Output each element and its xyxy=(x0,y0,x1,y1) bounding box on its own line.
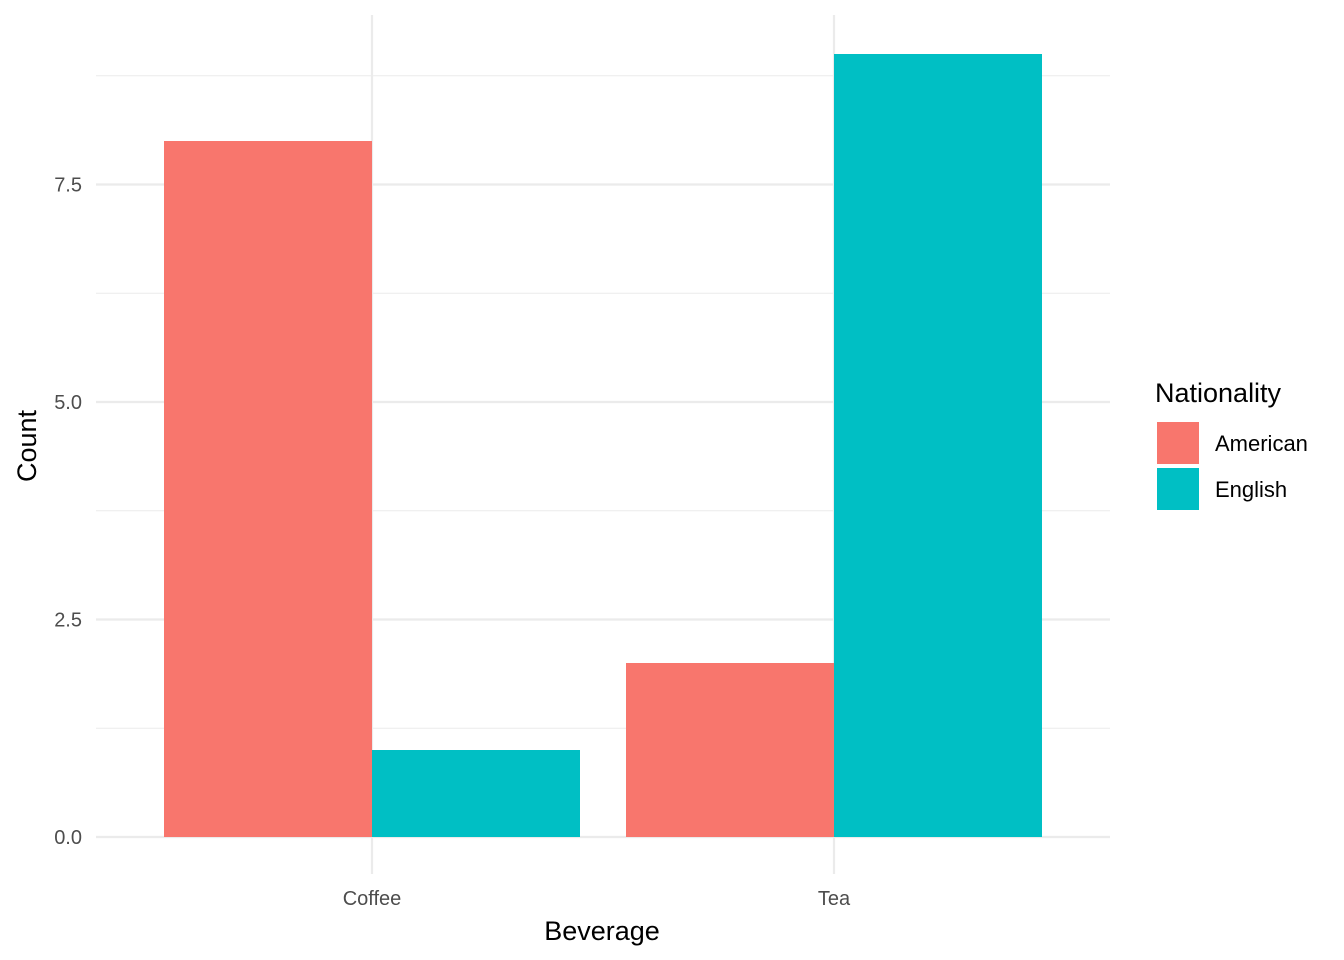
legend: Nationality American English xyxy=(1155,378,1308,510)
x-tick-label: Tea xyxy=(818,888,851,910)
bar-american-coffee xyxy=(164,141,372,837)
x-axis-title: Beverage xyxy=(544,916,660,946)
bar-english-coffee xyxy=(372,750,580,837)
y-tick-label: 0.0 xyxy=(54,827,82,849)
legend-label-english: English xyxy=(1215,477,1287,502)
y-tick-label: 7.5 xyxy=(54,175,82,197)
legend-items: American English xyxy=(1157,422,1308,510)
y-axis-ticks: 0.0 2.5 5.0 7.5 xyxy=(54,175,82,850)
legend-label-american: American xyxy=(1215,431,1308,456)
x-tick-label: Coffee xyxy=(343,888,402,910)
y-axis-title: Count xyxy=(12,409,42,482)
bar-american-tea xyxy=(626,663,834,837)
y-tick-label: 5.0 xyxy=(54,392,82,414)
bar-english-tea xyxy=(834,54,1042,837)
bars xyxy=(164,54,1042,837)
y-tick-label: 2.5 xyxy=(54,610,82,632)
legend-key-american xyxy=(1157,422,1199,464)
x-axis-ticks: Coffee Tea xyxy=(343,888,851,910)
legend-title: Nationality xyxy=(1155,378,1282,408)
legend-key-english xyxy=(1157,468,1199,510)
